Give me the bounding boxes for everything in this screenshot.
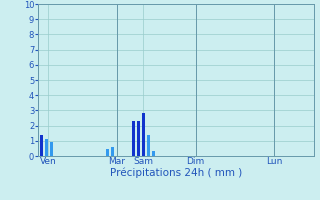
Bar [147,135,150,156]
Bar [137,121,140,156]
Bar [45,139,48,156]
X-axis label: Précipitations 24h ( mm ): Précipitations 24h ( mm ) [110,168,242,178]
Bar [40,135,43,156]
Bar [142,113,145,156]
Bar [106,149,109,156]
Bar [111,147,114,156]
Bar [152,151,155,156]
Bar [132,121,135,156]
Bar [50,142,53,156]
